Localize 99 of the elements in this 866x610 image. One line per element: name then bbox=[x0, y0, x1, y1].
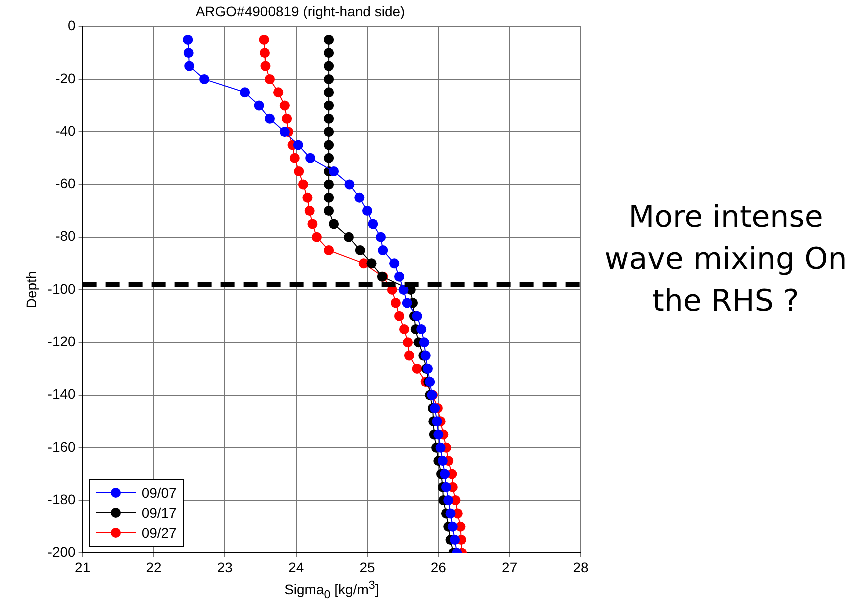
point bbox=[368, 219, 378, 230]
point bbox=[264, 114, 275, 124]
point bbox=[324, 74, 334, 84]
point bbox=[282, 114, 292, 124]
point bbox=[450, 535, 460, 546]
point bbox=[398, 285, 409, 295]
point bbox=[280, 127, 290, 138]
point bbox=[254, 100, 264, 111]
point bbox=[259, 34, 270, 45]
point bbox=[400, 324, 410, 334]
point bbox=[324, 34, 334, 45]
point bbox=[376, 232, 386, 242]
point bbox=[436, 442, 446, 453]
point bbox=[324, 140, 334, 150]
y-tick-label: -60 bbox=[56, 176, 76, 192]
point bbox=[183, 34, 194, 45]
x-tick-label: 23 bbox=[217, 559, 234, 576]
x-tick-label: 28 bbox=[573, 559, 589, 576]
point bbox=[419, 338, 430, 348]
legend-label: 09/27 bbox=[142, 525, 177, 542]
x-tick-label: 24 bbox=[288, 559, 304, 576]
point bbox=[274, 88, 284, 98]
point bbox=[378, 246, 388, 256]
point bbox=[394, 311, 405, 322]
point bbox=[298, 180, 308, 190]
point bbox=[344, 232, 354, 242]
point bbox=[260, 61, 271, 72]
y-tick-label: -200 bbox=[48, 544, 76, 560]
chart-title: ARGO#4900819 (right-hand side) bbox=[196, 3, 406, 20]
point bbox=[329, 219, 340, 230]
y-tick-label: -140 bbox=[48, 386, 76, 402]
point bbox=[324, 153, 334, 164]
point bbox=[324, 114, 334, 124]
x-tick-label: 25 bbox=[360, 559, 376, 576]
point bbox=[308, 219, 318, 230]
y-tick-label: -160 bbox=[48, 438, 76, 455]
point bbox=[441, 482, 452, 492]
point bbox=[390, 258, 400, 269]
point bbox=[324, 127, 334, 138]
point bbox=[434, 430, 444, 440]
y-axis-title: Depth bbox=[23, 271, 40, 309]
point bbox=[430, 403, 440, 414]
legend-label: 09/17 bbox=[142, 505, 177, 522]
point bbox=[354, 192, 365, 203]
point bbox=[312, 232, 322, 242]
point bbox=[324, 246, 334, 256]
point bbox=[280, 100, 290, 111]
y-tick-label: -40 bbox=[56, 122, 76, 139]
point bbox=[293, 140, 304, 150]
point bbox=[200, 74, 210, 84]
point bbox=[390, 298, 401, 308]
point bbox=[366, 258, 377, 269]
point bbox=[294, 166, 304, 177]
y-tick-label: -120 bbox=[48, 334, 76, 350]
point bbox=[438, 456, 448, 466]
point bbox=[448, 522, 458, 532]
point bbox=[394, 272, 405, 282]
legend-label: 09/07 bbox=[142, 485, 177, 502]
point bbox=[329, 166, 340, 177]
point bbox=[416, 324, 427, 334]
point bbox=[404, 350, 414, 361]
point bbox=[362, 206, 372, 216]
point bbox=[402, 298, 412, 308]
x-axis-title: Sigma$_{0}$ [kg/m$^{3}$] bbox=[284, 579, 380, 602]
point bbox=[403, 338, 414, 348]
point bbox=[324, 192, 334, 203]
point bbox=[446, 508, 456, 519]
point bbox=[432, 416, 442, 427]
y-tick-label: -20 bbox=[56, 70, 76, 86]
point bbox=[290, 153, 300, 164]
point bbox=[324, 88, 334, 98]
point bbox=[324, 100, 334, 111]
point bbox=[355, 246, 366, 256]
point bbox=[324, 61, 334, 72]
point bbox=[240, 88, 250, 98]
point bbox=[412, 364, 422, 374]
y-tick-label: -80 bbox=[56, 228, 76, 244]
text: More intense wave mixing On the RHS ? bbox=[604, 198, 848, 321]
x-tick-label: 27 bbox=[502, 559, 518, 576]
point bbox=[440, 469, 450, 480]
point bbox=[304, 206, 315, 216]
y-tick-label: 0 bbox=[68, 18, 76, 34]
point bbox=[264, 74, 275, 84]
point bbox=[302, 192, 313, 203]
point bbox=[184, 61, 195, 72]
point bbox=[324, 48, 334, 58]
y-tick-label: -100 bbox=[48, 280, 76, 297]
point bbox=[306, 153, 316, 164]
point bbox=[260, 48, 270, 58]
x-tick-label: 22 bbox=[146, 559, 162, 576]
point bbox=[444, 496, 454, 506]
point bbox=[324, 206, 334, 216]
x-tick-label: 26 bbox=[430, 559, 447, 576]
point bbox=[412, 311, 422, 322]
y-tick-label: -180 bbox=[48, 491, 76, 508]
x-tick-label: 21 bbox=[75, 559, 91, 576]
point bbox=[324, 180, 334, 190]
point bbox=[344, 180, 355, 190]
point bbox=[184, 48, 194, 58]
